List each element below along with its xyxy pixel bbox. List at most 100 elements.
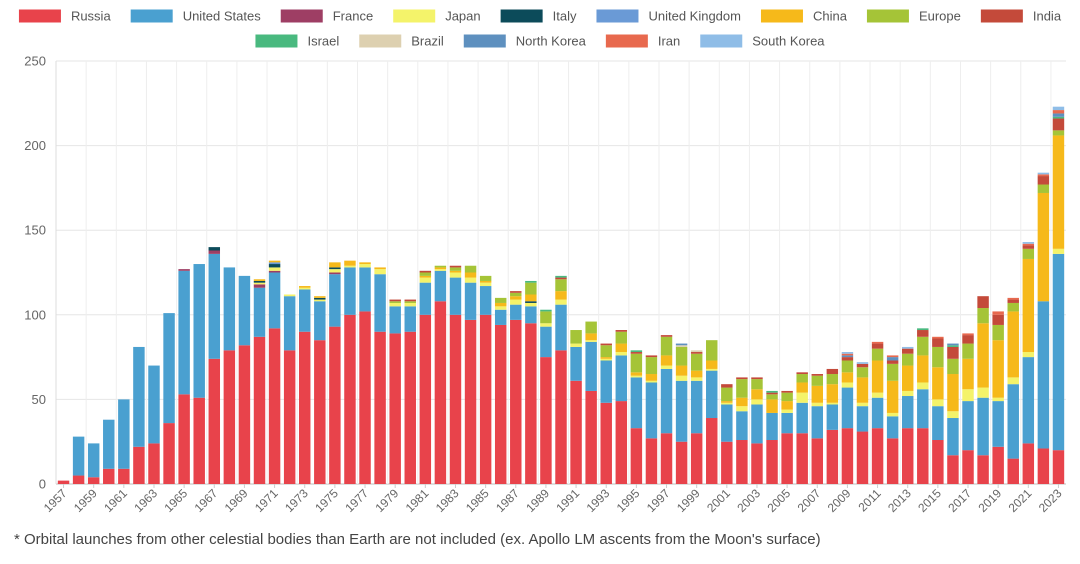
bar-2019-india[interactable] — [992, 314, 1004, 325]
bar-2022-south-korea[interactable] — [1037, 172, 1050, 175]
bar-stack-1957[interactable] — [57, 480, 70, 484]
bar-2018-united-states[interactable] — [977, 397, 989, 456]
bar-2022-united-states[interactable] — [1037, 301, 1050, 449]
bar-1998-russia[interactable] — [675, 441, 688, 484]
legend-item-united-states[interactable]: United States — [130, 9, 262, 24]
bar-1995-japan[interactable] — [630, 375, 643, 378]
bar-1976-japan[interactable] — [344, 265, 356, 268]
bar-2009-europe[interactable] — [841, 360, 854, 373]
bar-1987-russia[interactable] — [510, 319, 522, 484]
bar-2021-south-korea[interactable] — [1022, 242, 1035, 244]
bar-1963-united-states[interactable] — [148, 365, 160, 444]
bar-1979-india[interactable] — [389, 299, 401, 302]
bar-2021-russia[interactable] — [1022, 443, 1035, 484]
bar-1988-japan[interactable] — [525, 302, 537, 307]
bar-stack-1964[interactable] — [163, 313, 175, 484]
bar-1990-israel[interactable] — [555, 275, 567, 278]
bar-1972-japan[interactable] — [283, 294, 296, 297]
bar-1966-united-states[interactable] — [193, 264, 205, 398]
bar-1998-north-korea[interactable] — [675, 343, 688, 346]
bar-1959-russia[interactable] — [87, 477, 100, 484]
bar-2010-india[interactable] — [856, 363, 869, 368]
bar-stack-1974[interactable] — [314, 296, 326, 484]
bar-1957-russia[interactable] — [57, 480, 70, 484]
bar-1963-russia[interactable] — [148, 443, 160, 484]
bar-1985-europe[interactable] — [479, 275, 492, 281]
bar-1965-france[interactable] — [178, 269, 190, 271]
bar-stack-2023[interactable] — [1052, 106, 1065, 484]
bar-2022-russia[interactable] — [1037, 448, 1050, 484]
bar-1985-united-states[interactable] — [479, 286, 492, 315]
bar-1984-europe[interactable] — [464, 265, 477, 273]
bar-2018-china[interactable] — [977, 323, 989, 388]
bar-1964-united-states[interactable] — [163, 313, 175, 424]
bar-stack-1992[interactable] — [585, 321, 597, 484]
bar-2023-china[interactable] — [1052, 135, 1065, 249]
bar-stack-2004[interactable] — [766, 390, 778, 484]
bar-2002-united-states[interactable] — [736, 411, 748, 441]
bar-1960-united-states[interactable] — [103, 419, 115, 469]
bar-stack-2008[interactable] — [826, 368, 839, 484]
legend-item-china[interactable]: China — [760, 9, 848, 24]
bar-1974-united-states[interactable] — [314, 301, 326, 341]
bar-1969-russia[interactable] — [238, 345, 251, 484]
bar-2014-china[interactable] — [917, 355, 929, 383]
bar-1971-china[interactable] — [268, 260, 281, 263]
bar-1967-italy[interactable] — [208, 247, 221, 251]
bar-2012-united-states[interactable] — [886, 416, 899, 439]
bar-1980-europe[interactable] — [404, 301, 416, 303]
bar-2007-japan[interactable] — [811, 402, 823, 407]
bar-1987-india[interactable] — [510, 291, 522, 293]
bar-1978-russia[interactable] — [374, 331, 386, 484]
bar-2014-israel[interactable] — [917, 328, 929, 331]
bar-1987-united-states[interactable] — [510, 304, 522, 320]
bar-2012-india[interactable] — [886, 360, 899, 364]
bar-1976-united-states[interactable] — [344, 267, 356, 315]
bar-2009-united-states[interactable] — [841, 387, 854, 429]
bar-1992-china[interactable] — [585, 333, 597, 341]
bar-1994-europe[interactable] — [615, 331, 628, 344]
bar-2017-japan[interactable] — [962, 389, 974, 402]
bar-2012-russia[interactable] — [886, 438, 899, 484]
bar-2019-china[interactable] — [992, 340, 1004, 398]
bar-2011-japan[interactable] — [871, 392, 884, 398]
bar-2003-united-states[interactable] — [751, 404, 763, 444]
bar-1990-india[interactable] — [555, 277, 567, 280]
bar-2016-united-states[interactable] — [947, 418, 959, 456]
bar-stack-2006[interactable] — [796, 372, 808, 484]
bar-1991-europe[interactable] — [570, 330, 582, 344]
bar-2017-europe[interactable] — [962, 343, 974, 359]
bar-2006-india[interactable] — [796, 372, 808, 375]
bar-1981-united-states[interactable] — [419, 282, 432, 315]
bar-1999-brazil[interactable] — [690, 350, 703, 353]
bar-stack-2019[interactable] — [992, 311, 1004, 484]
bar-2011-europe[interactable] — [871, 348, 884, 361]
bar-1968-united-states[interactable] — [223, 267, 236, 351]
bar-1971-japan[interactable] — [268, 267, 281, 271]
bar-2013-south-korea[interactable] — [901, 346, 914, 349]
bar-1977-russia[interactable] — [359, 311, 371, 484]
legend-item-brazil[interactable]: Brazil — [359, 34, 444, 49]
bar-2013-europe[interactable] — [901, 353, 914, 366]
bar-1984-china[interactable] — [464, 272, 477, 278]
bar-2006-russia[interactable] — [796, 433, 808, 484]
bar-1978-united-states[interactable] — [374, 274, 386, 332]
bar-2022-europe[interactable] — [1037, 184, 1050, 193]
bar-1984-russia[interactable] — [464, 319, 477, 484]
legend-item-europe[interactable]: Europe — [866, 9, 961, 24]
bar-1988-europe[interactable] — [525, 282, 537, 295]
bar-1992-europe[interactable] — [585, 321, 597, 334]
bar-stack-1980[interactable] — [404, 299, 416, 484]
bar-2012-japan[interactable] — [886, 412, 899, 417]
bar-1999-russia[interactable] — [690, 433, 703, 484]
bar-1971-united-kingdom[interactable] — [268, 262, 281, 265]
bar-1996-europe[interactable] — [645, 357, 658, 375]
bar-1989-russia[interactable] — [540, 357, 552, 484]
bar-2020-europe[interactable] — [1007, 302, 1019, 312]
bar-1970-france[interactable] — [253, 284, 266, 288]
bar-1997-russia[interactable] — [660, 433, 673, 484]
bar-1998-united-states[interactable] — [675, 380, 688, 442]
bar-1999-united-states[interactable] — [690, 380, 703, 434]
bar-1983-russia[interactable] — [449, 314, 462, 484]
bar-1996-india[interactable] — [645, 355, 658, 358]
